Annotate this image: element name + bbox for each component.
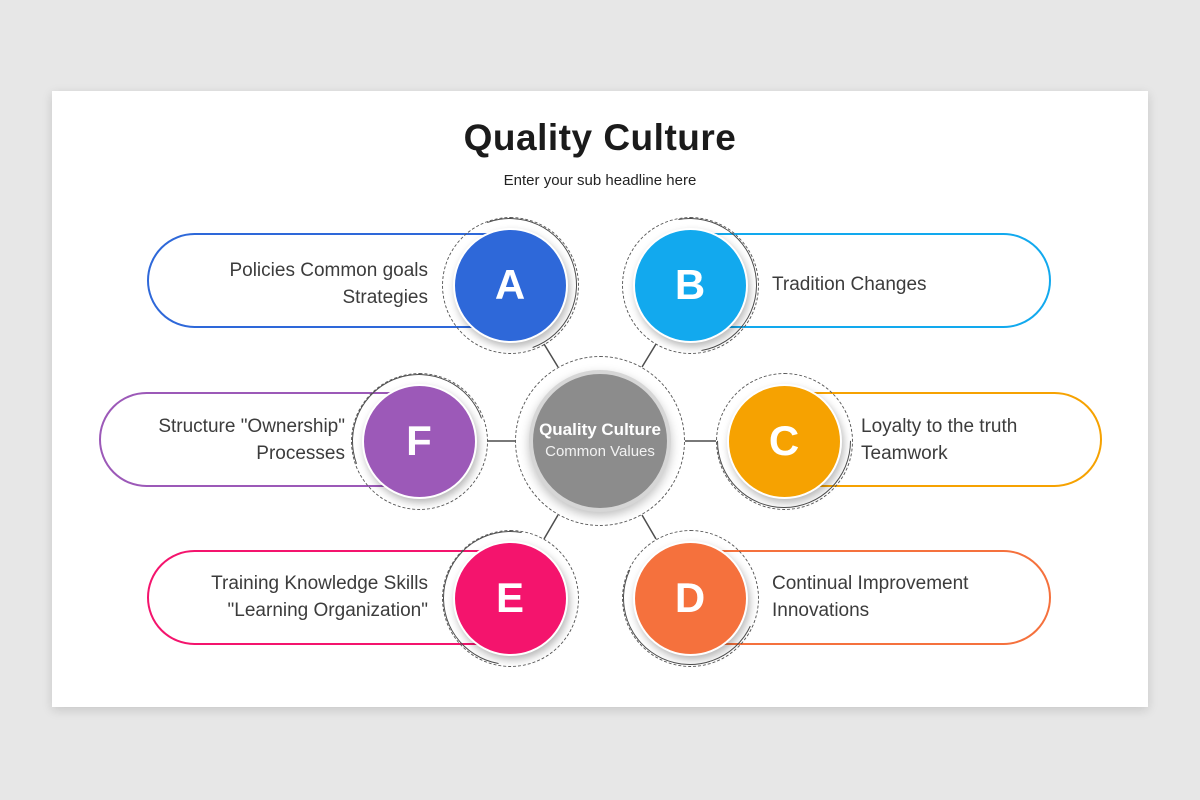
connector-line-e — [543, 514, 559, 540]
connector-lines — [487, 343, 716, 540]
node-text-c: Loyalty to the truth Teamwork — [861, 413, 1017, 469]
connector-line-b — [641, 343, 657, 368]
node-letter-d: D — [674, 574, 706, 621]
dashed-ring-c — [715, 372, 853, 510]
node-letter-c: C — [768, 417, 800, 464]
slide-canvas: Quality Culture Enter your sub headline … — [52, 91, 1148, 707]
node-circle-a: A — [452, 227, 568, 343]
node-text-d-line1: Continual Improvement — [772, 573, 969, 595]
node-circle-f: F — [361, 383, 477, 499]
node-text-b: Tradition Changes — [772, 257, 927, 313]
hub-subtitle: Common Values — [545, 443, 655, 461]
node-text-d-line2: Innovations — [772, 600, 870, 621]
node-letter-a: A — [494, 261, 526, 308]
hub-title: Quality Culture — [539, 420, 661, 440]
dashed-ring-d — [621, 529, 759, 667]
node-text-c-line2: Teamwork — [861, 443, 948, 464]
node-text-e-line2: "Learning Organization" — [227, 600, 428, 621]
node-circle-d: D — [632, 540, 748, 656]
node-text-a-line2: Strategies — [342, 287, 428, 308]
slide-subtitle: Enter your sub headline here — [503, 172, 697, 189]
node-text-f: Structure "Ownership" Processes — [158, 413, 345, 469]
node-circle-c: C — [726, 383, 842, 499]
node-letter-b: B — [674, 261, 706, 308]
node-text-f-line1: Structure "Ownership" — [158, 416, 345, 438]
connector-line-a — [543, 343, 559, 368]
node-text-e: Training Knowledge Skills "Learning Orga… — [211, 570, 428, 626]
hub-circle: Quality Culture Common Values — [529, 370, 671, 512]
dashed-ring-f — [350, 372, 488, 510]
dashed-ring-a — [441, 216, 579, 354]
node-text-e-line1: Training Knowledge Skills — [211, 573, 428, 595]
node-text-c-line1: Loyalty to the truth — [861, 416, 1018, 438]
node-letter-e: E — [495, 574, 524, 621]
node-circle-e: E — [452, 540, 568, 656]
slide-title: Quality Culture — [463, 117, 737, 158]
dashed-ring-e — [441, 529, 579, 667]
node-text-f-line2: Processes — [256, 443, 345, 464]
connector-line-d — [641, 514, 657, 540]
node-text-a-line1: Policies Common goals — [229, 260, 428, 282]
dashed-ring-b — [621, 216, 759, 354]
node-letter-f: F — [406, 417, 432, 464]
node-text-d: Continual Improvement Innovations — [772, 570, 968, 626]
node-text-b-line1: Tradition Changes — [772, 273, 927, 295]
node-text-a: Policies Common goals Strategies — [229, 257, 428, 313]
node-circle-b: B — [632, 227, 748, 343]
